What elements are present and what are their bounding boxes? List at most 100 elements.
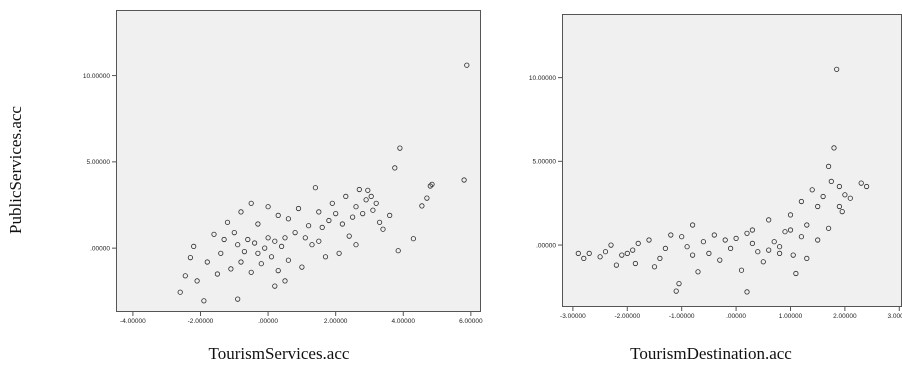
data-point: [218, 250, 224, 256]
x-tick-label: 3.00000: [888, 313, 902, 320]
scatter-plot-1: .00000 5.00000 10.00000 -4.00000 -2.00000 .00…: [83, 10, 483, 325]
data-point: [201, 298, 207, 304]
data-point: [187, 255, 193, 261]
data-point: [339, 221, 345, 227]
data-point: [235, 296, 241, 302]
data-point: [316, 238, 322, 244]
data-point: [646, 237, 652, 243]
data-point: [635, 240, 641, 246]
data-point: [662, 245, 669, 251]
y-tick-label: 5.00000: [87, 159, 111, 166]
y-tick-label: .00000: [536, 242, 556, 249]
x-tick-label: -3.00000: [560, 313, 586, 320]
data-point: [231, 230, 237, 236]
data-point: [255, 221, 261, 227]
data-point: [689, 222, 696, 228]
data-point: [265, 204, 271, 210]
data-point: [316, 209, 322, 215]
plot-frame: [116, 10, 481, 312]
data-point: [831, 145, 837, 151]
plot-frame: [562, 14, 902, 307]
data-point: [613, 262, 620, 268]
data-point: [211, 231, 217, 237]
data-point: [235, 242, 241, 248]
data-point: [684, 244, 690, 250]
data-point: [461, 177, 467, 183]
data-point: [272, 283, 278, 289]
data-point: [365, 187, 371, 193]
data-point: [836, 203, 843, 210]
data-point: [744, 289, 750, 295]
data-point: [717, 257, 723, 263]
data-point: [798, 198, 805, 205]
data-point: [711, 232, 717, 238]
data-point: [248, 269, 254, 275]
data-point: [782, 229, 788, 235]
data-point: [370, 207, 376, 213]
y-tick-label: 10.00000: [529, 75, 556, 82]
data-point: [343, 193, 349, 199]
data-point: [804, 255, 810, 261]
data-point: [597, 254, 603, 260]
data-point: [695, 269, 701, 275]
data-point: [673, 288, 679, 294]
x-tick-label: .00000: [258, 318, 278, 325]
data-point: [376, 219, 383, 225]
y-tick-label: .00000: [90, 245, 110, 252]
x-tick-label: .00000: [726, 313, 746, 320]
data-point: [424, 195, 430, 201]
x-tick-label: -2.00000: [188, 318, 214, 325]
data-point: [275, 212, 281, 218]
data-point: [842, 192, 848, 198]
data-point: [241, 249, 247, 255]
data-point: [295, 205, 302, 212]
data-point: [825, 225, 832, 231]
data-point: [602, 249, 609, 255]
data-point: [632, 260, 639, 267]
data-point: [191, 243, 197, 249]
data-point: [333, 211, 339, 217]
data-point: [771, 239, 777, 245]
data-point: [815, 237, 821, 243]
x-tick-label: -4.00000: [120, 318, 146, 325]
data-point: [302, 235, 308, 241]
data-point: [228, 266, 234, 272]
data-point: [776, 244, 783, 250]
x-tick-label: -1.00000: [669, 313, 695, 320]
data-point: [392, 165, 398, 171]
data-point: [427, 183, 433, 189]
data-point: [815, 203, 821, 210]
data-point: [809, 187, 815, 193]
x-tick-label: 4.00000: [392, 318, 416, 325]
data-point: [272, 238, 278, 244]
data-point: [651, 264, 658, 270]
data-point: [285, 216, 291, 222]
data-point: [363, 197, 369, 203]
data-point: [798, 234, 805, 240]
data-point: [760, 259, 766, 265]
data-point: [248, 200, 254, 206]
data-point: [299, 264, 305, 270]
data-point: [204, 259, 210, 265]
data-point: [387, 212, 393, 218]
data-point: [858, 180, 864, 186]
data-point: [312, 185, 318, 191]
x-axis-label-right: TourismDestination.acc: [630, 344, 792, 363]
data-point: [368, 193, 374, 199]
data-point: [836, 183, 843, 190]
data-point: [776, 250, 783, 256]
x-tick-label: 2.00000: [324, 318, 348, 325]
data-point: [464, 62, 470, 68]
data-point: [834, 66, 840, 72]
data-point: [349, 214, 356, 220]
data-points: [177, 62, 470, 304]
y-tick-label: 5.00000: [533, 159, 557, 166]
data-point: [429, 181, 435, 187]
data-point: [397, 145, 403, 151]
data-point: [608, 242, 614, 248]
data-point: [282, 235, 288, 241]
data-point: [733, 235, 739, 241]
data-point: [221, 236, 227, 243]
data-point: [700, 239, 707, 245]
data-point: [282, 278, 288, 284]
